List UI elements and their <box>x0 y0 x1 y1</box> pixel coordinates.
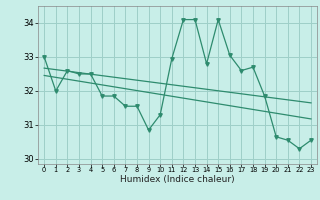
X-axis label: Humidex (Indice chaleur): Humidex (Indice chaleur) <box>120 175 235 184</box>
